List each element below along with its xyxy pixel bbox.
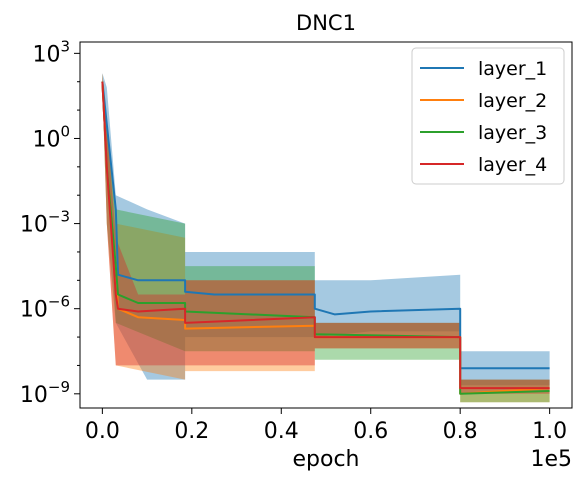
legend-label-layer_2: layer_2 <box>478 90 547 112</box>
y-axis: 103 100 10−3 10−6 10−9 <box>20 37 80 408</box>
y-tick-label: 10−3 <box>20 208 70 238</box>
x-tick-label: 0.4 <box>264 419 299 444</box>
band-layer_2 <box>102 73 550 403</box>
band-layer_1 <box>102 73 550 386</box>
plot-frame <box>79 41 573 409</box>
x-tick-label: 0.0 <box>85 419 120 444</box>
legend-box <box>411 47 565 185</box>
x-axis: 0.0 0.2 0.4 0.6 0.8 1.0 <box>85 408 567 444</box>
line-layer_4 <box>101 81 550 390</box>
x-axis-label: epoch <box>293 447 360 472</box>
legend-label-layer_3: layer_3 <box>478 122 547 144</box>
x-tick-label: 0.2 <box>174 419 209 444</box>
x-tick-label: 1.0 <box>532 419 567 444</box>
legend-label-layer_1: layer_1 <box>478 58 547 80</box>
x-axis-offset-label: 1e5 <box>530 447 572 472</box>
line-layer_1 <box>101 81 550 370</box>
y-tick-label: 10−6 <box>20 293 70 323</box>
legend-label-layer_4: layer_4 <box>478 154 547 176</box>
y-tick-label: 10−9 <box>20 378 70 408</box>
y-tick-label: 103 <box>32 37 70 67</box>
band-layer_3 <box>102 73 550 403</box>
y-tick-label: 100 <box>32 122 70 152</box>
legend: layer_1 layer_2 layer_3 layer_4 <box>411 47 565 185</box>
series-lines <box>101 81 550 395</box>
x-tick-label: 0.6 <box>353 419 388 444</box>
x-tick-label: 0.8 <box>443 419 478 444</box>
chart-title: DNC1 <box>296 11 356 35</box>
